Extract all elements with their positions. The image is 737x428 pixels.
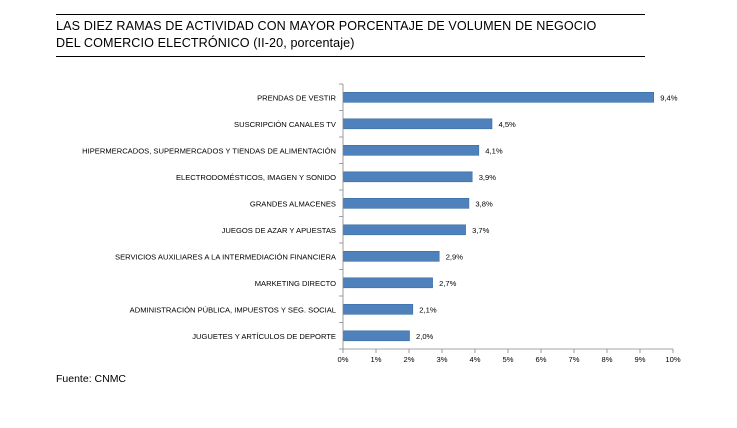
value-label-6: 3,7% [472, 226, 490, 235]
x-tick-label-2: 1% [371, 355, 382, 364]
chart-title-line-1: LAS DIEZ RAMAS DE ACTIVIDAD CON MAYOR PO… [56, 19, 597, 33]
category-label-8: MARKETING DIRECTO [255, 279, 336, 288]
category-label-6: JUEGOS DE AZAR Y APUESTAS [222, 226, 336, 235]
x-tick-label-1: 0% [338, 355, 349, 364]
category-label-9: ADMINISTRACIÓN PÚBLICA, IMPUESTOS Y SEG.… [130, 305, 336, 314]
bar-3 [343, 145, 480, 156]
bar-10 [343, 330, 410, 342]
value-label-5: 3,8% [475, 199, 493, 208]
x-tick-label-6: 5% [503, 355, 514, 364]
value-label-9: 2,1% [419, 305, 437, 314]
bar-4 [343, 171, 473, 183]
x-tick-label-5: 4% [470, 355, 481, 364]
bar-6 [343, 224, 466, 236]
category-label-2: SUSCRIPCIÓN CANALES TV [234, 120, 337, 129]
bar-9 [343, 303, 414, 315]
value-label-1: 9,4% [660, 93, 678, 102]
value-label-2: 4,5% [499, 120, 517, 129]
chart-title: LAS DIEZ RAMAS DE ACTIVIDAD CON MAYOR PO… [56, 18, 656, 52]
category-label-5: GRANDES ALMACENES [250, 199, 336, 208]
value-label-10: 2,0% [416, 332, 434, 341]
source-note: Fuente: CNMC [56, 373, 127, 385]
value-label-8: 2,7% [439, 279, 457, 288]
x-tick-label-9: 8% [602, 355, 613, 364]
title-bottom-rule [56, 56, 645, 57]
bar-7 [343, 251, 440, 262]
value-label-3: 4,1% [485, 146, 503, 155]
chart-title-line-2: DEL COMERCIO ELECTRÓNICO (II-20, porcent… [56, 36, 355, 50]
x-tick-label-3: 2% [404, 355, 415, 364]
bar-2 [343, 118, 493, 130]
category-label-10: JUGUETES Y ARTÍCULOS DE DEPORTE [192, 332, 336, 341]
x-tick-label-11: 10% [665, 355, 680, 364]
category-label-3: HIPERMERCADOS, SUPERMERCADOS Y TIENDAS D… [82, 146, 336, 155]
x-tick-label-10: 9% [635, 355, 646, 364]
category-label-1: PRENDAS DE VESTIR [257, 93, 336, 102]
x-tick-label-7: 6% [536, 355, 547, 364]
category-label-4: ELECTRODOMÉSTICOS, IMAGEN Y SONIDO [176, 173, 336, 182]
bar-1 [343, 92, 655, 103]
x-tick-label-8: 7% [569, 355, 580, 364]
bar-5 [343, 198, 470, 209]
bar-8 [343, 277, 433, 289]
title-top-rule [56, 14, 645, 15]
x-tick-label-4: 3% [437, 355, 448, 364]
category-label-7: SERVICIOS AUXILIARES A LA INTERMEDIACIÓN… [115, 252, 337, 261]
value-label-7: 2,9% [446, 252, 464, 261]
value-label-4: 3,9% [479, 173, 497, 182]
